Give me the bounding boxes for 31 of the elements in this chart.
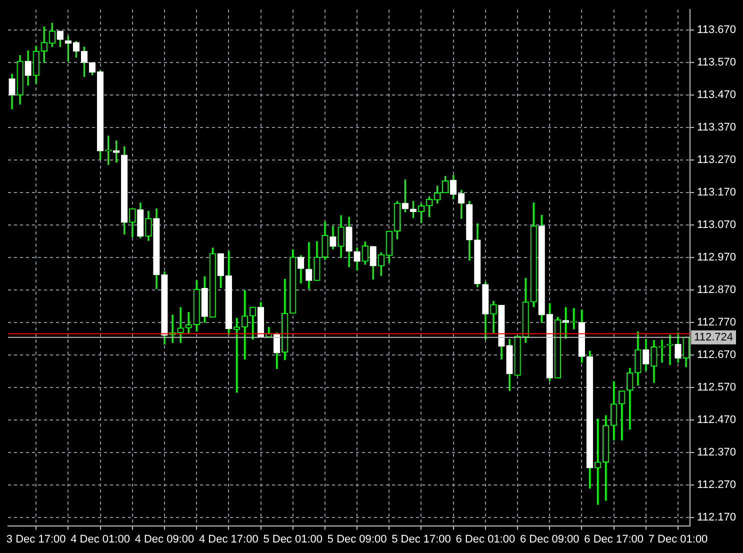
x-tick-label: 5 Dec 01:00 (263, 533, 323, 546)
candlestick (658, 340, 666, 363)
y-tick-label: 113.270 (697, 154, 736, 166)
y-tick-label: 113.370 (697, 122, 736, 134)
y-tick-label: 112.870 (697, 284, 736, 296)
x-tick-label: 7 Dec 01:00 (648, 533, 708, 546)
ref-line-label: 112.724 (694, 331, 734, 344)
x-tick-label: 5 Dec 17:00 (392, 533, 451, 546)
y-tick-label: 112.570 (697, 381, 736, 394)
x-tick-label: 4 Dec 09:00 (134, 533, 194, 546)
y-tick-label: 113.670 (697, 24, 736, 36)
y-tick-label: 112.370 (697, 446, 736, 458)
x-tick-label: 4 Dec 17:00 (199, 533, 258, 546)
y-tick-label: 113.470 (697, 89, 736, 102)
x-tick-label: 6 Dec 01:00 (456, 533, 516, 546)
y-tick-label: 113.070 (697, 219, 736, 232)
y-tick-label: 113.570 (697, 56, 736, 69)
y-tick-label: 113.170 (697, 186, 736, 199)
y-tick-label: 112.770 (697, 316, 736, 328)
y-tick-label: 112.670 (697, 348, 736, 361)
x-tick-label: 6 Dec 17:00 (584, 533, 644, 546)
y-tick-label: 112.270 (697, 478, 736, 491)
x-tick-label: 5 Dec 09:00 (327, 533, 387, 546)
x-tick-label: 3 Dec 17:00 (6, 533, 66, 546)
x-tick-label: 6 Dec 09:00 (520, 533, 580, 546)
candlestick (177, 307, 184, 343)
y-tick-label: 112.170 (697, 511, 736, 524)
y-tick-label: 112.470 (697, 414, 736, 426)
candlestick (185, 312, 192, 334)
x-tick-label: 4 Dec 01:00 (70, 533, 130, 546)
y-tick-label: 112.970 (697, 252, 736, 264)
